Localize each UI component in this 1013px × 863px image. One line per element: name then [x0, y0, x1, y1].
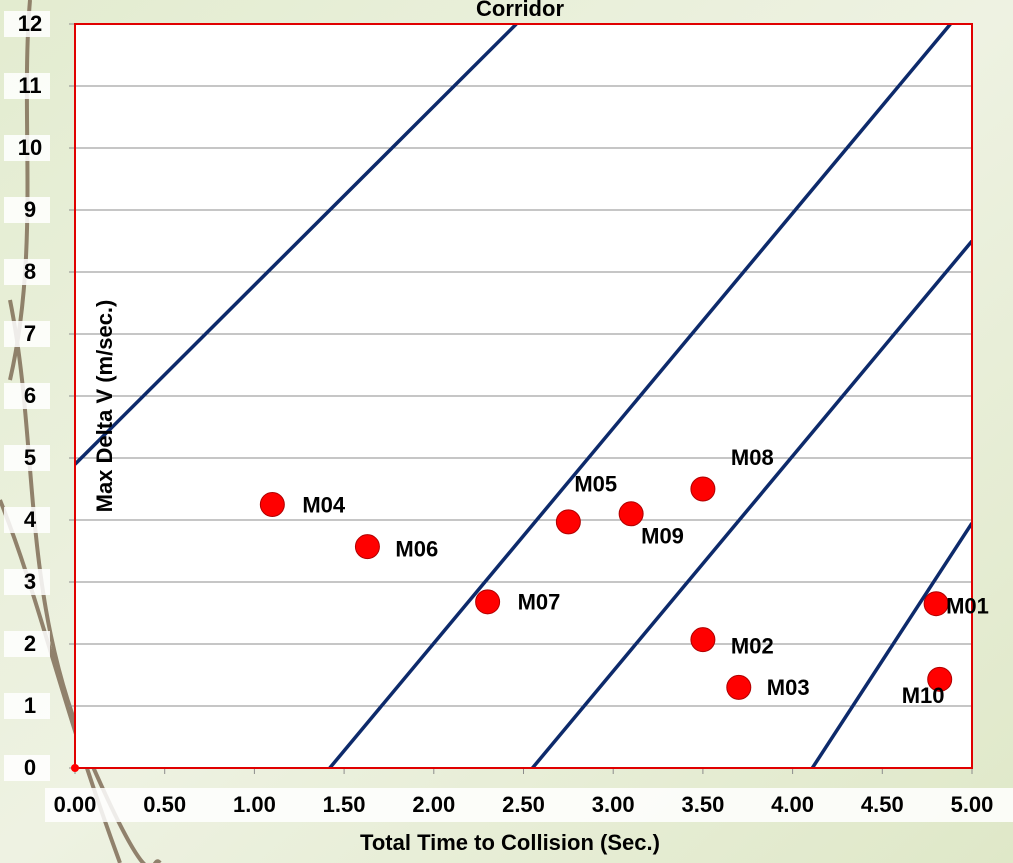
- data-point: [927, 666, 953, 692]
- y-tick-label-bg: [4, 693, 50, 719]
- x-tick-label: 4.00: [771, 792, 814, 817]
- x-tick-label: 5.00: [951, 792, 994, 817]
- point-label: M08: [731, 445, 774, 470]
- y-tick-label-bg: [4, 135, 50, 161]
- y-tick-label: 11: [18, 73, 41, 98]
- reference-line: [531, 239, 972, 768]
- y-tick-label-bg: [4, 197, 50, 223]
- data-point: [618, 501, 644, 527]
- y-tick-label: 3: [24, 569, 36, 594]
- point-label: M04: [302, 492, 346, 517]
- x-tick-label: 2.00: [412, 792, 455, 817]
- y-tick-label-bg: [4, 383, 50, 409]
- point-label: M03: [767, 675, 810, 700]
- y-tick-label: 6: [24, 383, 36, 408]
- data-point: [923, 591, 949, 617]
- chart-title: Corridor: [476, 0, 564, 21]
- point-label: M01: [946, 594, 989, 619]
- y-tick-label: 5: [24, 445, 36, 470]
- point-label: M09: [641, 524, 684, 549]
- y-tick-label: 2: [24, 631, 36, 656]
- reference-line: [810, 522, 972, 768]
- origin-dot: [71, 764, 79, 772]
- x-tick-label: 1.00: [233, 792, 276, 817]
- data-point: [690, 476, 716, 502]
- y-tick-label-bg: [4, 507, 50, 533]
- y-tick-label-bg: [4, 631, 50, 657]
- y-tick-label-bg: [4, 569, 50, 595]
- x-axis-title: Total Time to Collision (Sec.): [360, 830, 660, 855]
- x-tick-label: 4.50: [861, 792, 904, 817]
- data-point: [354, 534, 380, 560]
- data-point: [555, 509, 581, 535]
- data-point: [690, 627, 716, 653]
- y-tick-label: 12: [18, 11, 42, 36]
- reference-line: [328, 24, 952, 768]
- data-point: [259, 492, 285, 517]
- y-tick-label: 8: [24, 259, 36, 284]
- y-axis-title: Max Delta V (m/sec.): [92, 300, 117, 513]
- y-tick-label-bg: [4, 11, 50, 37]
- reference-line: [75, 24, 518, 466]
- point-label: M02: [731, 633, 774, 658]
- x-tick-label: 0.50: [143, 792, 186, 817]
- y-tick-label: 1: [24, 693, 36, 718]
- x-tick-label: 2.50: [502, 792, 545, 817]
- y-tick-label-bg: [4, 259, 50, 285]
- y-tick-label-bg: [4, 445, 50, 471]
- x-tick-label: 0.00: [54, 792, 97, 817]
- y-tick-label: 4: [24, 507, 37, 532]
- y-tick-label-bg: [4, 755, 50, 781]
- y-tick-label: 7: [24, 321, 36, 346]
- point-label: M10: [902, 683, 945, 708]
- point-label: M06: [395, 536, 438, 561]
- y-tick-label: 10: [18, 135, 42, 160]
- data-point: [475, 589, 501, 615]
- x-tick-label: 1.50: [323, 792, 366, 817]
- plot-border: [74, 23, 973, 769]
- point-label: M07: [518, 590, 561, 615]
- x-tick-label: 3.50: [681, 792, 724, 817]
- x-tick-label: 3.00: [592, 792, 635, 817]
- point-label: M05: [574, 472, 617, 497]
- y-tick-label-bg: [4, 73, 50, 99]
- x-tick-label-bg: [45, 788, 1013, 822]
- y-tick-label-bg: [4, 321, 50, 347]
- y-tick-label: 9: [24, 197, 36, 222]
- data-point: [726, 674, 752, 700]
- y-tick-label: 0: [24, 755, 36, 780]
